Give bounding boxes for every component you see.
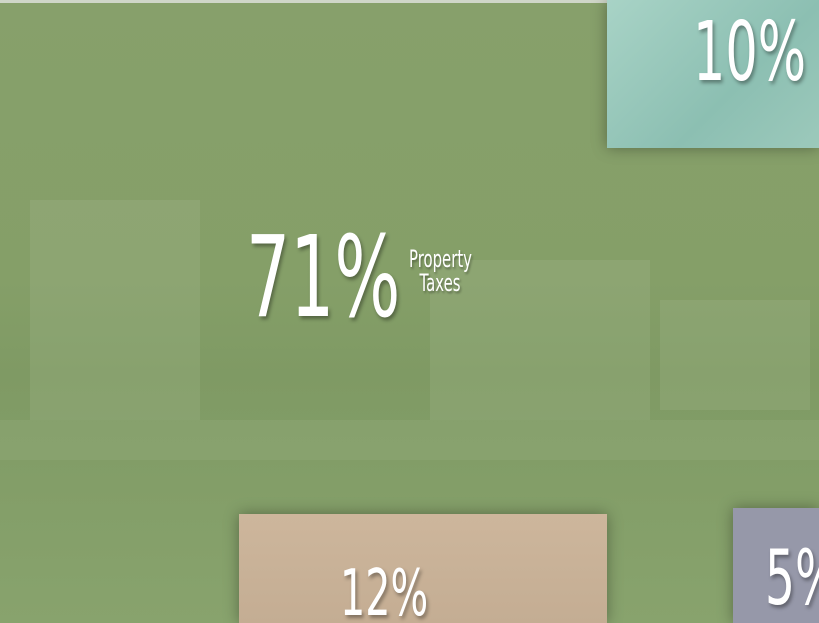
tile: 12% <box>239 514 607 623</box>
tile: 5% <box>733 508 819 623</box>
tile: 10% <box>607 0 819 148</box>
percent-label: 10% <box>693 5 807 100</box>
category-label: Property Taxes <box>409 245 472 297</box>
background-house <box>430 260 650 420</box>
percent-label: 12% <box>340 557 429 623</box>
background-house <box>30 200 200 420</box>
top-border <box>0 0 819 3</box>
background-street <box>0 420 819 460</box>
background-house <box>660 300 810 410</box>
percent-label: 71% <box>246 213 401 343</box>
percent-label: 5% <box>765 533 819 622</box>
